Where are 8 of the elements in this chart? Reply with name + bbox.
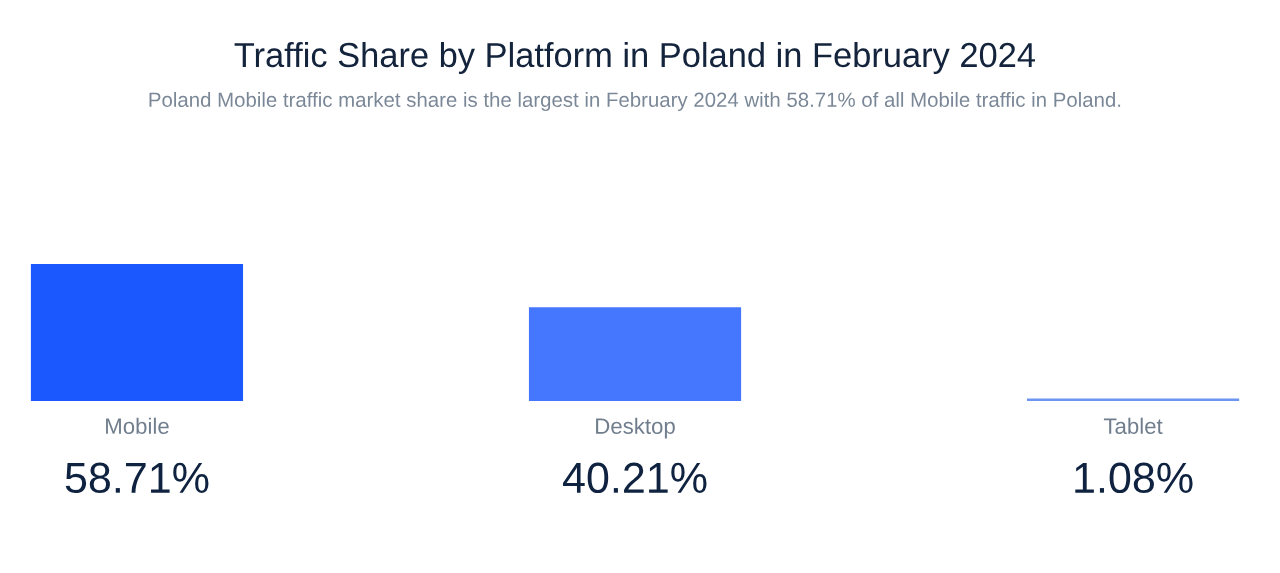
x-tick-label: Desktop [596, 417, 675, 439]
data-label: 1.08% [1075, 462, 1193, 494]
data-label: 40.21% [563, 462, 707, 494]
chart-title: Traffic Share by Platform in Poland in February 2024 [234, 41, 1035, 75]
x-tick-label: Tablet [1103, 417, 1163, 434]
data-label: 58.71% [65, 462, 209, 494]
chart-subtitle: Poland Mobile traffic market share is the largest in February 2024 with 58.71% of all Mobile traffic in Poland. [149, 92, 1121, 112]
x-tick-label: Mobile [106, 417, 169, 434]
